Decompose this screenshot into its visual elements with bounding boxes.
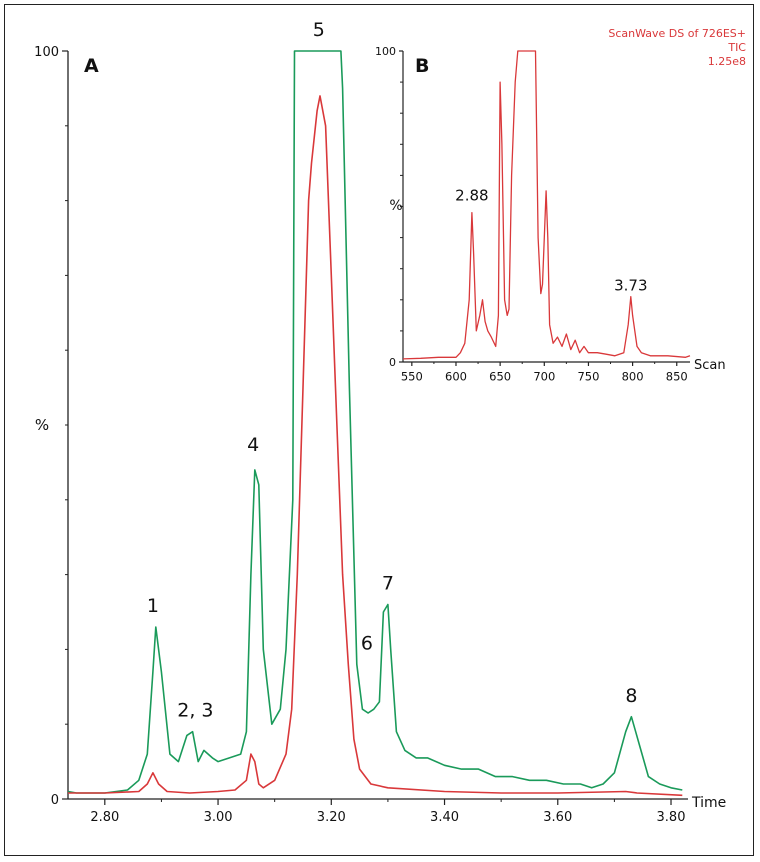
panel-b-y-axis-label: % — [389, 198, 402, 214]
panel-a-x-tick-label: 3.40 — [430, 810, 459, 825]
panel-b-series-TIC — [402, 50, 691, 360]
panel-a-peak-label: 6 — [361, 632, 373, 654]
panel-a-x-tick-label: 3.60 — [543, 810, 572, 825]
panel-b-y-tick-label: 100 — [375, 45, 396, 58]
panel-a-y-axis-label: % — [35, 416, 49, 434]
panel-b-y-tick-label: 0 — [389, 356, 396, 369]
panel-a-peak-label: 4 — [247, 434, 259, 456]
panel-a-x-tick-label: 3.00 — [204, 810, 233, 825]
panel-b-peak-label: 3.73 — [614, 276, 647, 294]
panel-a-y-tick-label: 100 — [34, 45, 59, 60]
panel-a-x-tick-label: 3.20 — [317, 810, 346, 825]
panel-b-x-tick-label: 650 — [489, 370, 511, 384]
panel-b-x-tick-label: 850 — [666, 370, 688, 384]
panel-a-x-axis-label: Time — [691, 795, 726, 811]
panel-a-peak-label: 1 — [147, 595, 159, 617]
panel-a-series-green — [67, 50, 683, 794]
panel-a-y-tick-label: 0 — [51, 793, 59, 808]
panel-a-label: A — [84, 55, 99, 77]
panel-b-x-tick-label: 600 — [445, 370, 467, 384]
panel-a-peak-label: 7 — [382, 573, 394, 595]
panel-a-peak-label: 5 — [313, 19, 325, 41]
legend-line-3: 1.25e8 — [708, 55, 746, 68]
panel-b-x-tick-label: 750 — [577, 370, 599, 384]
panel-b-x-tick-label: 550 — [401, 370, 423, 384]
panel-a-x-tick-label: 2.80 — [90, 810, 119, 825]
panel-b-x-axis-label: Scan — [694, 358, 726, 373]
panel-a-peak-label: 2, 3 — [177, 700, 213, 722]
panel-a-peak-label: 8 — [625, 685, 637, 707]
panel-b-x-tick-label: 700 — [533, 370, 555, 384]
panel-a-x-tick-label: 3.80 — [657, 810, 686, 825]
panel-b-x-tick-label: 800 — [622, 370, 644, 384]
panel-b-peak-label: 2.88 — [455, 186, 488, 204]
panel-a-series-red — [68, 95, 683, 797]
panel-b-label: B — [415, 55, 429, 77]
figure-frame — [4, 4, 754, 856]
legend-line-1: ScanWave DS of 726ES+ — [608, 27, 746, 40]
legend-line-2: TIC — [727, 41, 746, 54]
